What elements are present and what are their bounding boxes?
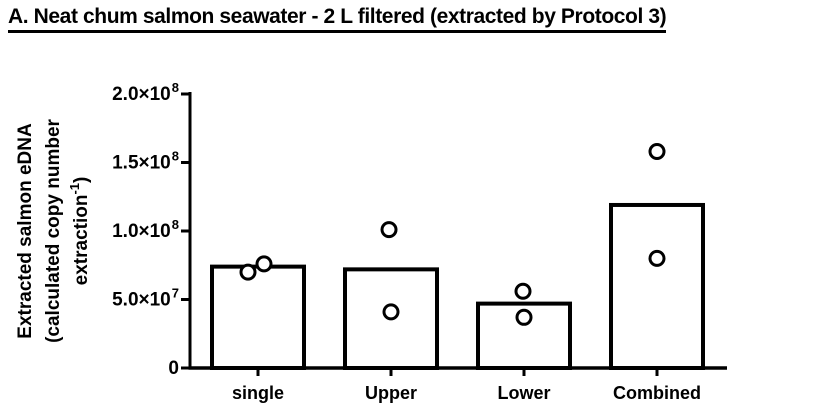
bar-single [210, 264, 306, 370]
figure-title: A. Neat chum salmon seawater - 2 L filte… [8, 5, 667, 33]
y-axis-label-line2: (calculated copy number [43, 118, 64, 342]
data-point-upper [382, 303, 400, 321]
data-point-combined [648, 249, 666, 267]
y-tick-label: 0 [168, 358, 179, 379]
x-tick-label-combined: Combined [613, 383, 701, 403]
bar-lower [476, 301, 572, 370]
y-tick-label: 5.0×107 [112, 286, 179, 311]
y-axis-label-line1: Extracted salmon eDNA [15, 123, 36, 339]
y-tick-label: 2.0×108 [112, 80, 179, 105]
data-point-single [239, 263, 257, 281]
data-point-lower [514, 282, 532, 300]
data-point-combined [648, 143, 666, 161]
data-point-single [255, 255, 273, 273]
x-tick-label-single: single [232, 383, 284, 403]
x-tick-label-upper: Upper [365, 383, 417, 403]
y-tick-label: 1.0×108 [112, 217, 179, 242]
bar-combined [609, 202, 705, 370]
data-point-lower [515, 308, 533, 326]
y-axis-label-line3: extraction-1) [67, 177, 92, 286]
y-tick-label: 1.5×108 [112, 149, 179, 174]
x-tick-label-lower: Lower [497, 383, 550, 403]
data-point-upper [380, 221, 398, 239]
